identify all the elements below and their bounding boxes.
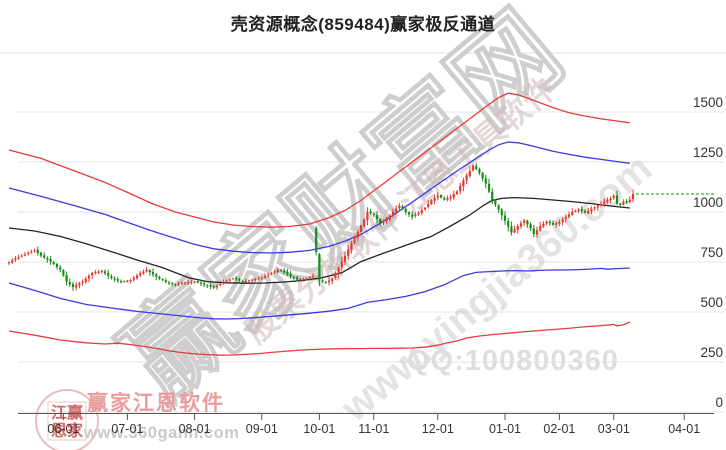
x-tick-label: 03-01: [598, 422, 630, 436]
svg-text:江赢: 江赢: [51, 403, 83, 422]
y-tick-label: 750: [700, 245, 723, 260]
y-tick-label: 1250: [693, 145, 723, 160]
x-tick-label: 12-01: [422, 422, 454, 436]
x-tick-label: 08-01: [179, 422, 211, 436]
x-tick-label: 06-01: [47, 422, 79, 436]
x-tick-label: 11-01: [358, 422, 389, 436]
y-tick-label: 500: [700, 295, 723, 310]
x-tick-label: 04-01: [668, 422, 700, 436]
band-lower-inner: [8, 267, 630, 320]
page-title: 壳资源概念(859484)赢家极反通道: [230, 15, 496, 34]
candlestick-series: [7, 163, 635, 291]
brand-name-text: 赢家江恩软件: [87, 391, 225, 415]
x-tick-label: 07-01: [111, 422, 143, 436]
x-tick-label: 02-01: [543, 422, 575, 436]
y-tick-label: 250: [700, 345, 723, 360]
y-tick-label: 0: [715, 395, 723, 410]
x-axis: 06-01 07-01 08-01 09-01 10-01 11-01 12-01 01-01…: [18, 413, 714, 436]
x-tick-label: 09-01: [246, 422, 278, 436]
svg-text:恩家: 恩家: [51, 421, 84, 440]
band-lower-outer: [8, 321, 631, 356]
brand-url-text: www.360gann.com: [83, 424, 239, 442]
band-upper-inner: [8, 141, 630, 254]
y-axis: 1500 1250 1000 750 500 250 0: [693, 95, 723, 410]
seal-circle-icon: [35, 389, 99, 450]
x-tick-label: 01-01: [489, 422, 521, 436]
qq-watermark-text: QQ:100800360: [407, 345, 619, 377]
x-tick-label: 10-01: [303, 422, 335, 436]
band-mid: [8, 196, 630, 284]
band-upper-outer: [8, 92, 630, 228]
y-tick-label: 1500: [693, 95, 723, 110]
y-tick-label: 1000: [693, 195, 723, 210]
channel-bands: [8, 92, 631, 356]
